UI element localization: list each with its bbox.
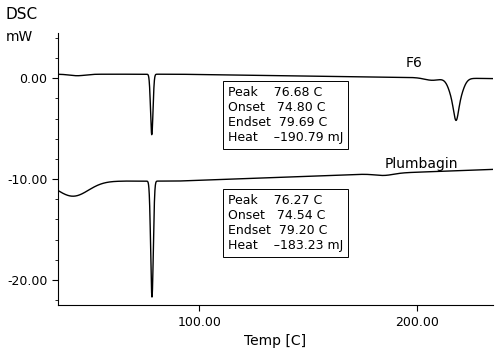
Text: DSC: DSC: [6, 7, 38, 22]
X-axis label: Temp [C]: Temp [C]: [244, 334, 306, 348]
Text: Plumbagin: Plumbagin: [384, 157, 458, 171]
Text: mW: mW: [6, 30, 32, 44]
Text: Peak    76.27 C
Onset   74.54 C
Endset  79.20 C
Heat    –183.23 mJ: Peak 76.27 C Onset 74.54 C Endset 79.20 …: [228, 194, 343, 252]
Text: Peak    76.68 C
Onset   74.80 C
Endset  79.69 C
Heat    –190.79 mJ: Peak 76.68 C Onset 74.80 C Endset 79.69 …: [228, 86, 343, 144]
Text: F6: F6: [406, 56, 423, 70]
